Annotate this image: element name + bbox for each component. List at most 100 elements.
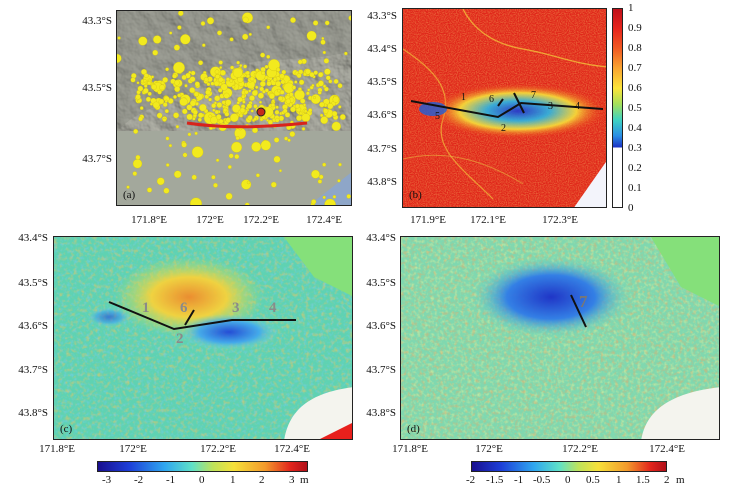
earthquake-dot <box>317 80 324 87</box>
earthquake-dot <box>219 66 223 69</box>
colorbar-tick: -3 <box>102 474 112 486</box>
earthquake-dot <box>251 89 258 97</box>
river-channel <box>462 9 606 68</box>
earthquake-dot <box>255 68 260 73</box>
earthquake-dot <box>322 50 326 55</box>
earthquake-dot <box>147 81 152 86</box>
earthquake-dot <box>305 68 311 75</box>
panel-c-xtick: 172.2°E <box>200 443 236 455</box>
earthquake-dot <box>261 70 266 75</box>
earthquake-dot <box>232 67 243 78</box>
earthquake-dot <box>156 177 165 186</box>
earthquake-dot <box>339 114 346 120</box>
earthquake-dot <box>248 32 252 36</box>
earthquake-dot <box>284 112 291 118</box>
earthquake-dot <box>311 83 315 88</box>
panel-d-ytick: 43.6°S <box>366 320 396 332</box>
colorbar-tick: 0.5 <box>586 474 600 486</box>
earthquake-dot <box>337 83 343 89</box>
earthquake-dot <box>279 89 285 95</box>
earthquake-dot <box>194 131 198 136</box>
fault-label: 6 <box>489 94 494 105</box>
earthquake-dot <box>266 25 271 30</box>
earthquake-dot <box>259 100 262 104</box>
no-data-area <box>641 387 719 439</box>
earthquake-dot <box>143 84 148 88</box>
earthquake-dot <box>191 174 197 180</box>
earthquake-dot <box>211 103 217 109</box>
earthquake-dot <box>296 115 303 122</box>
earthquake-dot <box>163 187 170 194</box>
earthquake-dot <box>189 87 196 94</box>
earthquake-dot <box>324 68 331 75</box>
earthquake-dot <box>280 79 286 85</box>
colorbar-tick: -1 <box>166 474 176 486</box>
fault-trace <box>108 301 296 331</box>
no-data-area <box>284 387 352 439</box>
earthquake-dot <box>320 39 326 45</box>
earthquake-dot <box>216 102 223 108</box>
earthquake-dot <box>239 64 243 68</box>
panel-b-ytick: 43.7°S <box>367 143 397 155</box>
earthquake-dot <box>242 16 249 23</box>
fault-label: 3 <box>232 300 240 316</box>
earthquake-dot <box>243 64 248 69</box>
earthquake-dot <box>253 104 258 109</box>
colorbar-tick: 0.8 <box>628 42 642 54</box>
earthquake-dot <box>137 85 144 92</box>
earthquake-dot <box>212 108 216 112</box>
earthquake-dot <box>324 198 336 205</box>
earthquake-dot <box>270 181 277 188</box>
panel-b-ytick: 43.8°S <box>367 176 397 188</box>
earthquake-dot <box>214 109 219 115</box>
earthquake-dot <box>250 109 254 113</box>
earthquake-dot <box>246 103 253 109</box>
colorbar-tick: 1.5 <box>636 474 650 486</box>
earthquake-dot <box>318 72 324 78</box>
earthquake-dot <box>152 101 160 109</box>
earthquake-dot <box>285 98 291 104</box>
earthquake-dot <box>275 67 281 72</box>
earthquake-dot <box>331 121 341 131</box>
earthquake-dot <box>177 93 182 98</box>
earthquake-dot <box>178 11 184 16</box>
panel-c-ytick: 43.5°S <box>18 277 48 289</box>
earthquake-dot <box>142 87 149 94</box>
earthquake-dot <box>229 79 234 83</box>
earthquake-dot <box>168 143 173 148</box>
earthquake-dot <box>126 185 130 189</box>
subsidence-lobe <box>179 314 279 350</box>
mountain-shade <box>117 11 351 131</box>
earthquake-dot <box>200 21 206 26</box>
earthquake-dot <box>313 96 316 100</box>
earthquake-dot <box>301 113 311 122</box>
earthquake-dot <box>322 84 327 88</box>
earthquake-dot <box>210 116 218 124</box>
colorbar-tick: 1 <box>230 474 236 486</box>
fault-label: 4 <box>575 101 580 112</box>
panel-a-xtick: 172.2°E <box>243 214 279 226</box>
fault-label: 2 <box>176 331 184 347</box>
earthquake-dot <box>320 116 329 124</box>
earthquake-dot <box>217 88 223 93</box>
earthquake-dot <box>174 86 181 93</box>
earthquake-dot <box>300 98 306 104</box>
earthquake-dot <box>247 115 253 121</box>
panel-d-ytick: 43.5°S <box>366 277 396 289</box>
fault-label: 7 <box>579 292 588 311</box>
earthquake-dot <box>181 142 187 148</box>
earthquake-dot <box>206 82 211 87</box>
colorbar-tick: -0.5 <box>533 474 551 486</box>
earthquake-dot <box>338 105 342 109</box>
earthquake-dot <box>182 152 188 158</box>
earthquake-dot <box>275 105 279 109</box>
earthquake-dot <box>169 31 173 35</box>
panel-b-xtick: 172.3°E <box>542 214 578 226</box>
earthquake-dot <box>249 76 255 82</box>
earthquake-dot <box>251 141 262 152</box>
earthquake-dot <box>130 77 136 83</box>
earthquake-dot <box>267 119 273 125</box>
earthquake-dot <box>274 109 280 115</box>
earthquake-dot <box>327 103 334 110</box>
earthquake-dot <box>202 43 206 47</box>
